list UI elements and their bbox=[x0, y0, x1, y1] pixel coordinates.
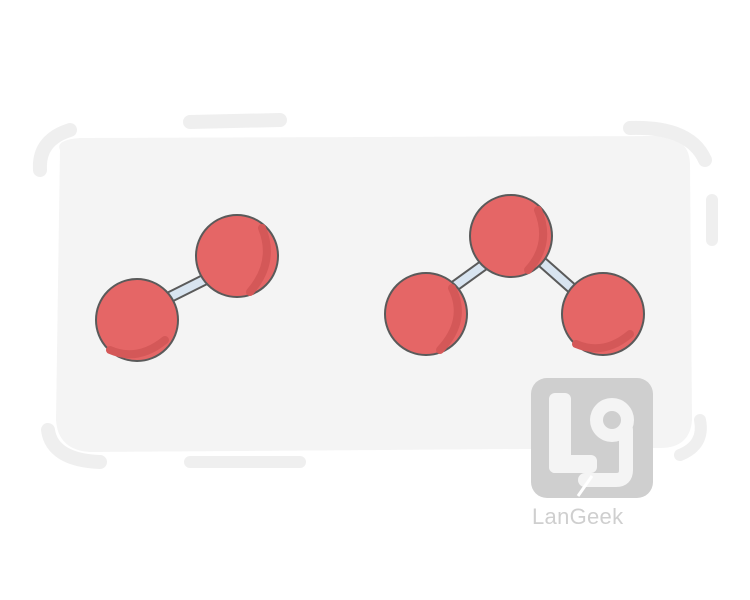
bond bbox=[536, 256, 582, 298]
langeek-logo-icon bbox=[531, 378, 653, 498]
watermark-brand-text: LanGeek bbox=[532, 504, 624, 529]
triatomic-molecule bbox=[384, 194, 645, 356]
atom bbox=[95, 278, 179, 362]
diatomic-molecule bbox=[95, 214, 279, 362]
atom bbox=[469, 194, 553, 278]
atom bbox=[384, 272, 468, 356]
atom bbox=[561, 272, 645, 356]
atom bbox=[195, 214, 279, 298]
